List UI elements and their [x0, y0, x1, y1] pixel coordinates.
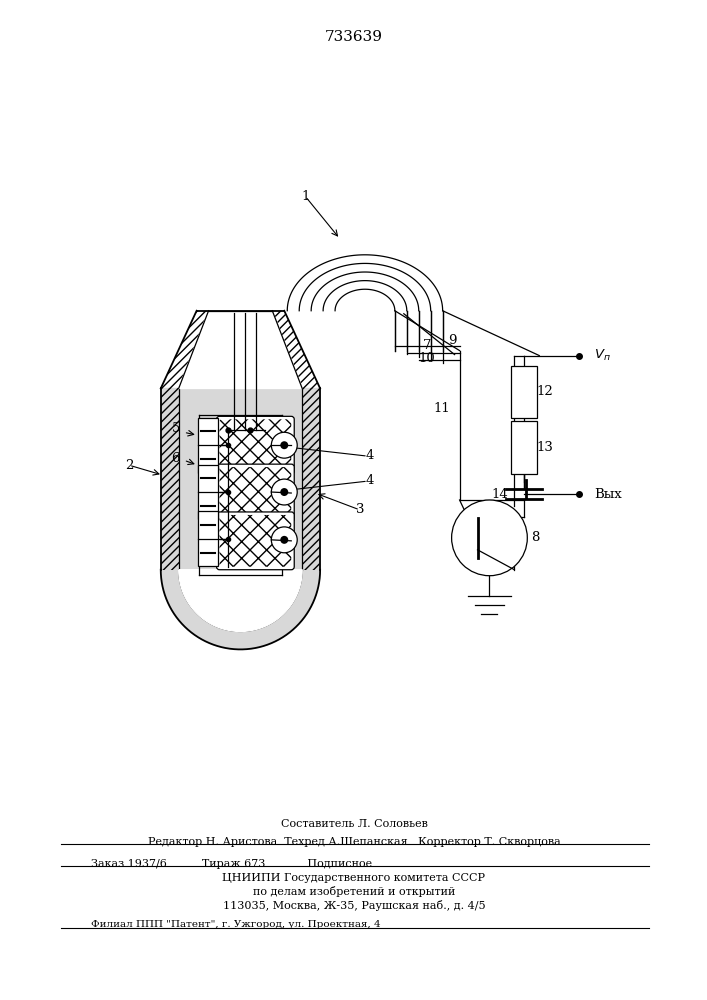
Text: 6: 6: [172, 452, 180, 465]
Bar: [511, 421, 537, 474]
Circle shape: [271, 479, 297, 505]
Text: 2: 2: [124, 459, 133, 472]
Polygon shape: [179, 311, 302, 388]
Bar: [511, 366, 537, 418]
Text: 11: 11: [433, 402, 450, 415]
Circle shape: [280, 488, 288, 496]
Circle shape: [452, 500, 527, 576]
FancyBboxPatch shape: [216, 464, 294, 522]
Circle shape: [271, 432, 297, 458]
Text: Филиал ППП "Патент", г. Ужгород, ул. Проектная, 4: Филиал ППП "Патент", г. Ужгород, ул. Про…: [91, 920, 380, 929]
Polygon shape: [179, 570, 302, 631]
Text: 7: 7: [423, 339, 431, 352]
Text: 10: 10: [419, 352, 435, 365]
Text: 5: 5: [172, 422, 180, 435]
FancyBboxPatch shape: [216, 512, 294, 570]
Text: ЦНИИПИ Государственного комитета СССР: ЦНИИПИ Государственного комитета СССР: [223, 873, 486, 883]
Text: 12: 12: [537, 385, 554, 398]
FancyBboxPatch shape: [216, 416, 294, 474]
Text: 733639: 733639: [325, 30, 383, 44]
Circle shape: [280, 441, 288, 449]
Text: Составитель Л. Соловьев: Составитель Л. Соловьев: [281, 819, 428, 829]
Text: Редактор Н. Аристова  Техред А.Шепанская   Корректор Т. Скворцова: Редактор Н. Аристова Техред А.Шепанская …: [148, 837, 561, 847]
Circle shape: [271, 527, 297, 553]
Circle shape: [280, 536, 288, 544]
Text: 4: 4: [366, 474, 374, 487]
Text: 4: 4: [366, 449, 374, 462]
Bar: [198, 418, 218, 473]
Bar: [160, 388, 179, 570]
Text: Bых: Bых: [594, 488, 621, 501]
Text: 113035, Москва, Ж-35, Раушская наб., д. 4/5: 113035, Москва, Ж-35, Раушская наб., д. …: [223, 900, 485, 911]
Text: Заказ 1937/6          Тираж 673            Подписное: Заказ 1937/6 Тираж 673 Подписное: [91, 859, 372, 869]
Text: по делам изобретений и открытий: по делам изобретений и открытий: [253, 886, 455, 897]
Text: 8: 8: [531, 531, 539, 544]
Text: 14: 14: [491, 488, 508, 501]
Bar: [198, 465, 218, 519]
Text: 13: 13: [537, 441, 554, 454]
Text: $V_п$: $V_п$: [594, 348, 611, 363]
Bar: [302, 388, 320, 570]
Text: 1: 1: [301, 190, 310, 203]
Text: 9: 9: [448, 334, 457, 347]
Polygon shape: [160, 388, 320, 649]
Text: 3: 3: [356, 503, 364, 516]
Bar: [198, 511, 218, 566]
